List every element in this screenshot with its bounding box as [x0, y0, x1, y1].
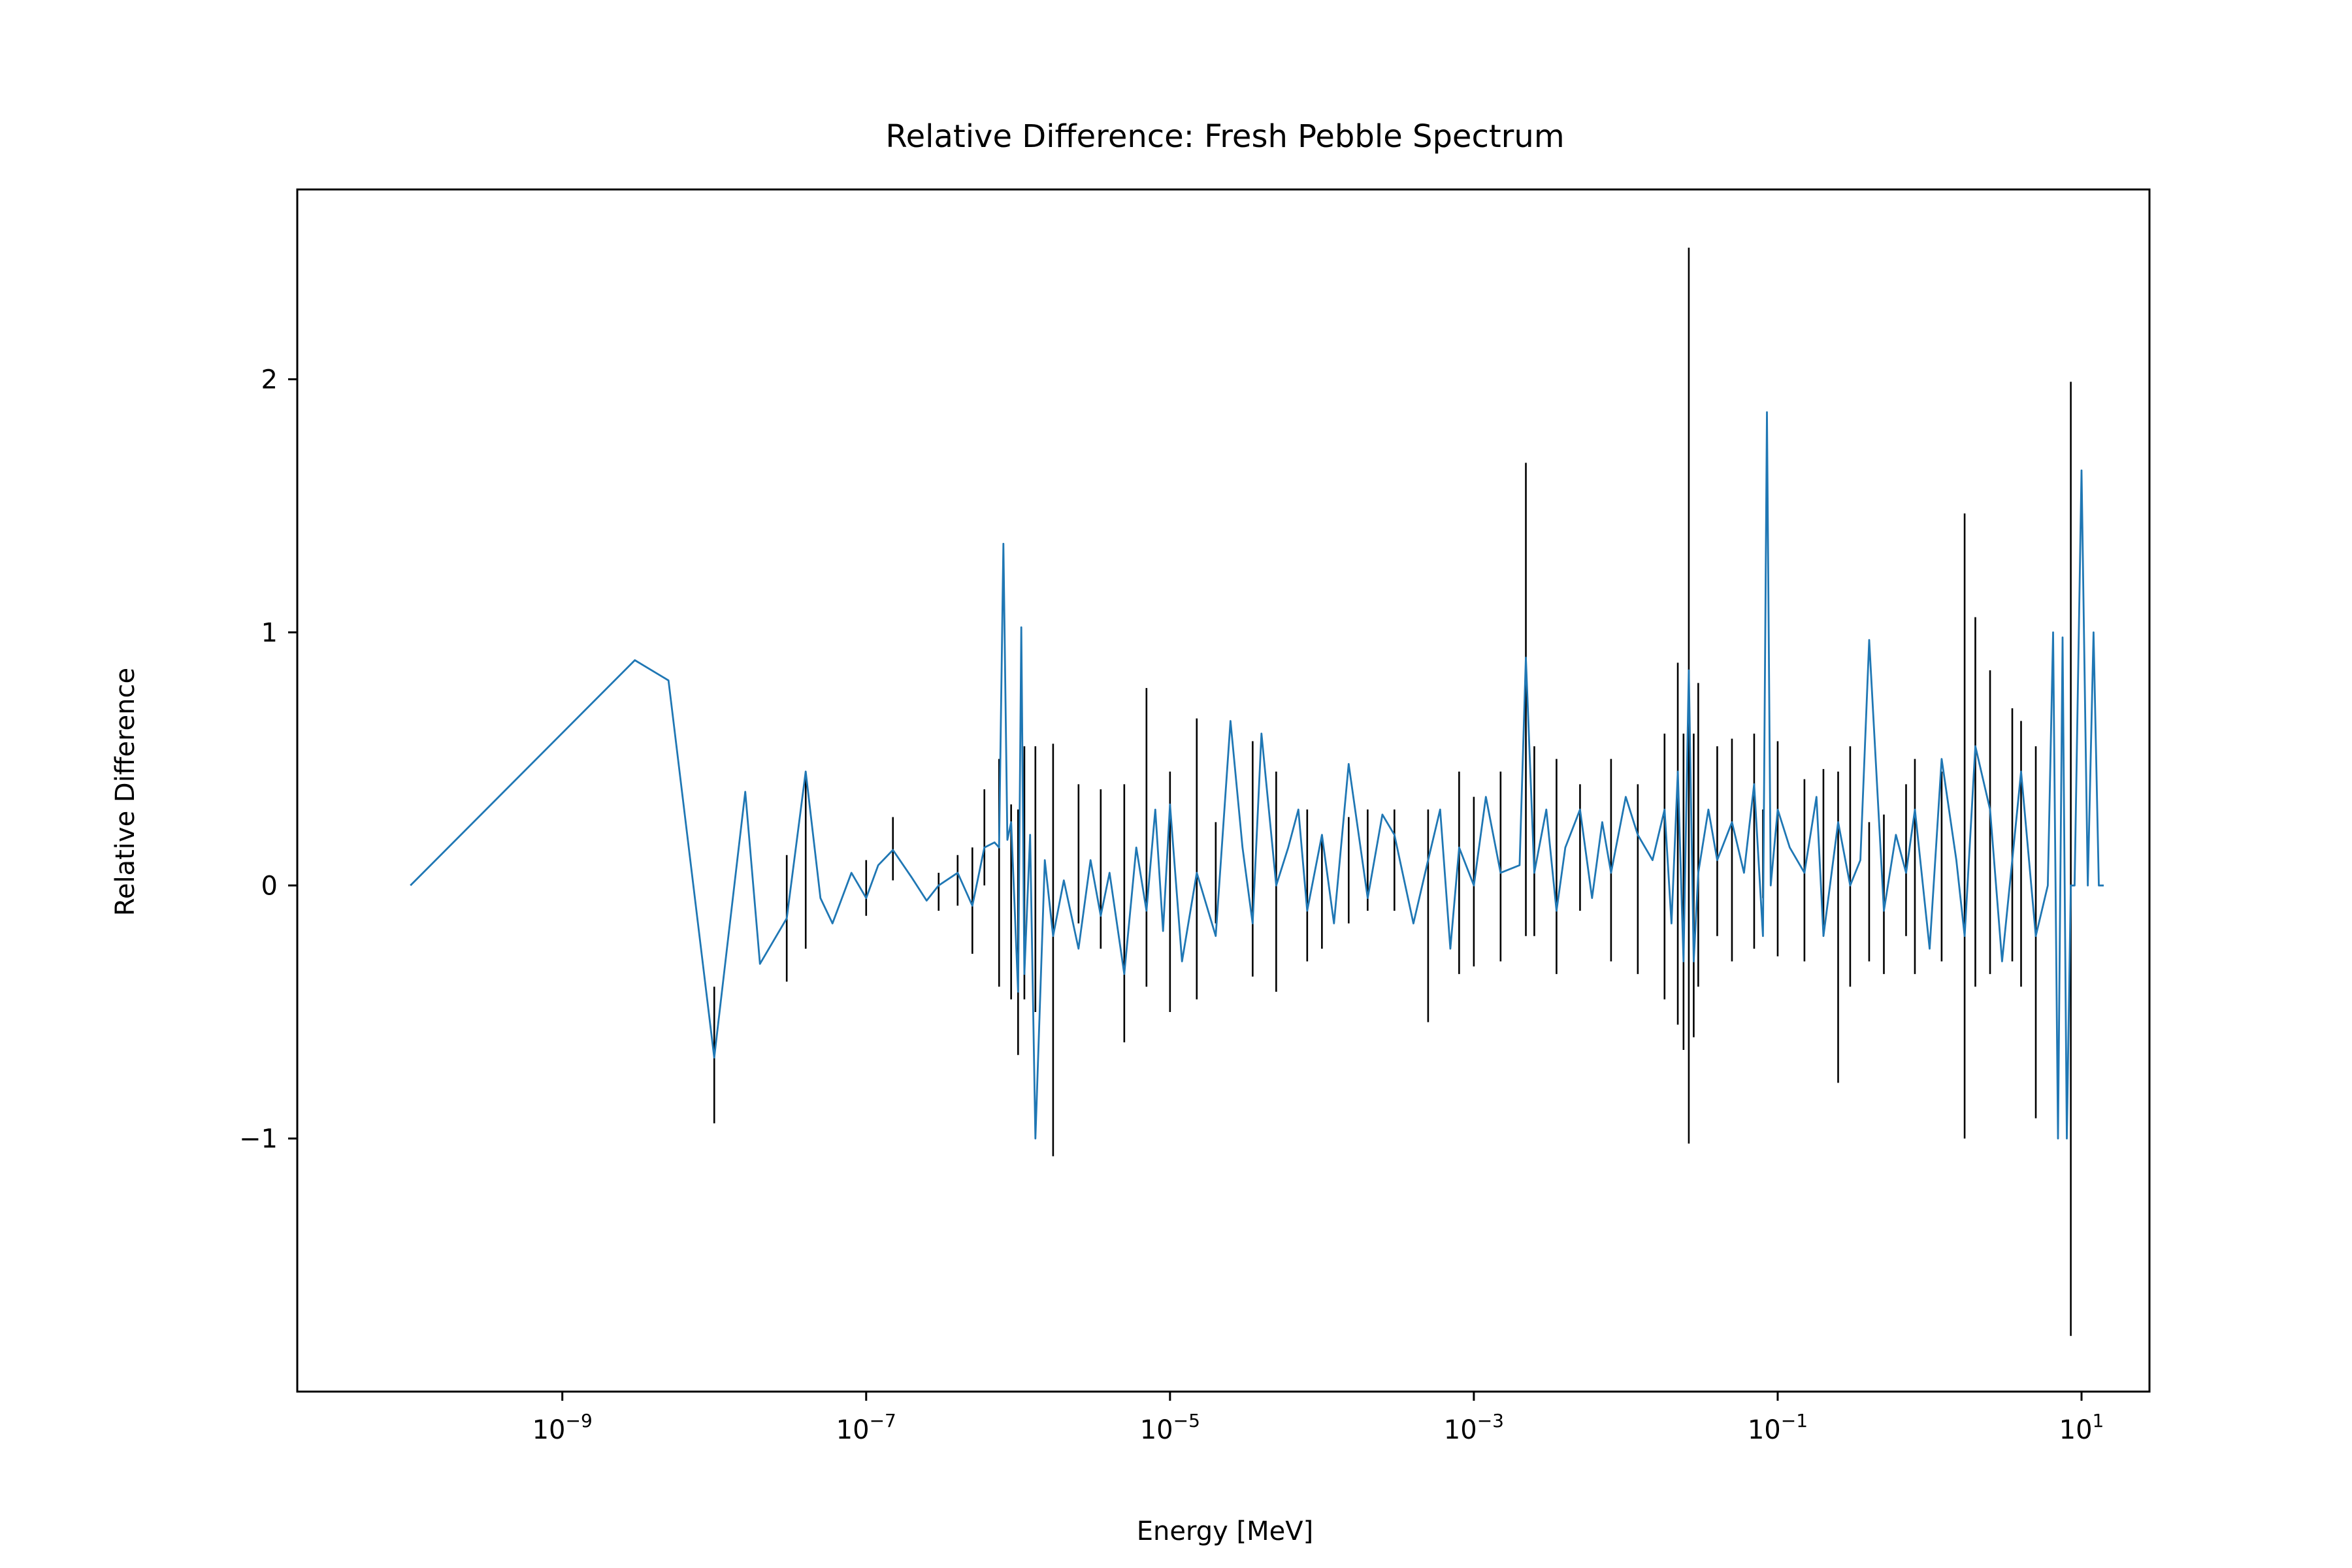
plot-frame: [296, 188, 2151, 1393]
y-tick-label: 1: [261, 618, 278, 648]
y-tick-label: 0: [261, 871, 278, 901]
y-axis-label: Relative Difference: [110, 668, 140, 916]
series-line: [410, 411, 2104, 1139]
x-tick-label: 10−3: [1444, 1410, 1504, 1445]
y-tick-label: −1: [239, 1124, 278, 1154]
series-layer: [410, 411, 2104, 1139]
x-tick-label: 101: [2059, 1410, 2104, 1445]
chart-title: Relative Difference: Fresh Pebble Spectr…: [885, 118, 1564, 155]
x-tick-label: 10−1: [1748, 1410, 1808, 1445]
x-axis: 10−9 10−7 10−5 10−3 10−1 101: [532, 1392, 2104, 1445]
x-tick-label: 10−5: [1140, 1410, 1200, 1445]
y-axis: −1 0 1 2: [239, 365, 297, 1154]
x-tick-label: 10−9: [532, 1410, 593, 1445]
y-tick-label: 2: [261, 365, 278, 395]
x-tick-label: 10−7: [836, 1410, 896, 1445]
x-axis-label: Energy [MeV]: [1137, 1516, 1313, 1546]
plot-area: [296, 188, 2151, 1393]
